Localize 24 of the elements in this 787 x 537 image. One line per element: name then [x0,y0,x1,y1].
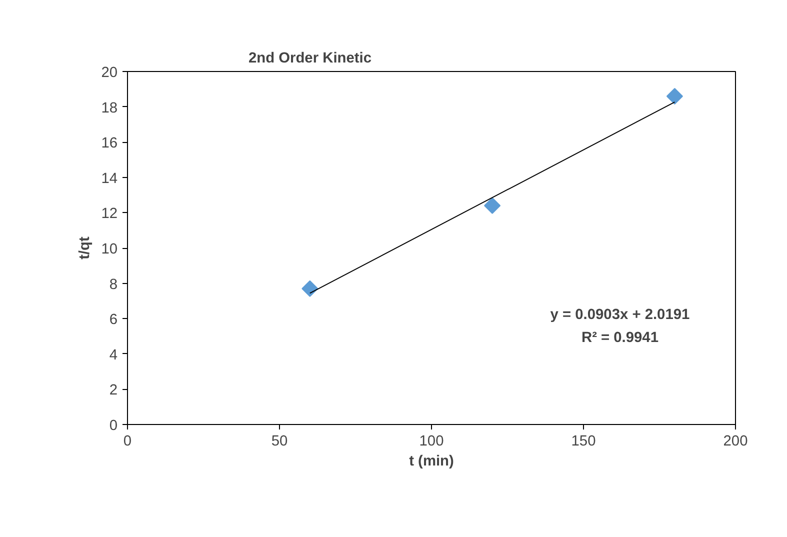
y-tick-label: 8 [109,276,118,293]
y-tick-label: 10 [101,242,118,258]
chart-title: 2nd Order Kinetic [248,50,372,66]
x-tick-label: 50 [271,434,288,450]
point [302,280,318,297]
x-tick-label: 200 [723,434,748,450]
annotation: y = 0.0903x + 2.0191 [550,307,690,324]
point [484,197,501,214]
annotation: R² = 0.9941 [581,330,658,346]
point [666,88,683,104]
x-axis-title: t (min) [409,454,454,470]
y-tick-label: 14 [101,170,118,187]
y-tick-label: 18 [101,100,118,116]
y-tick-label: 6 [109,312,118,328]
y-tick-label: 20 [101,65,118,81]
y-tick-label: 0 [109,418,118,434]
x-tick-label: 100 [419,434,444,450]
y-tick-label: 2 [109,382,118,399]
y-axis-title: t/qt [77,236,94,260]
x-tick-label: 0 [123,434,132,450]
y-tick-label: 16 [101,136,118,152]
x-tick-label: 150 [571,434,596,450]
y-tick-label: 4 [109,347,118,364]
y-tick-label: 12 [101,206,118,222]
